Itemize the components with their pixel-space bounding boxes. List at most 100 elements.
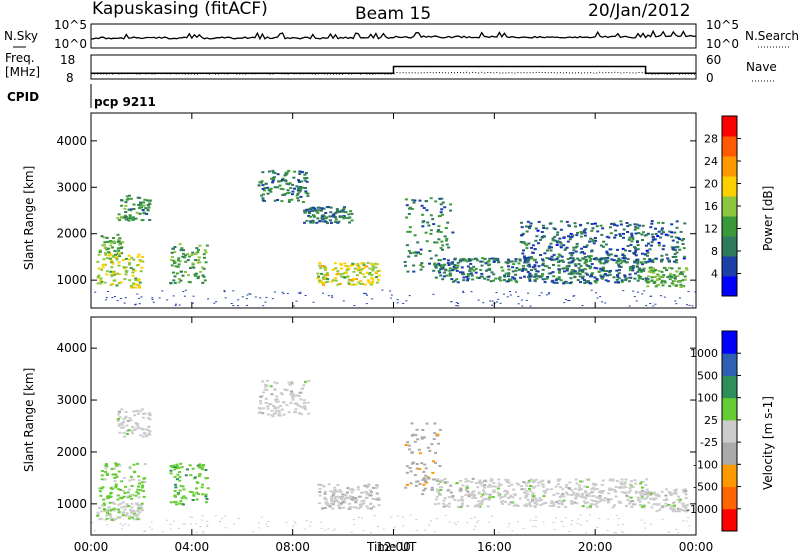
echo-cell bbox=[205, 498, 209, 500]
echo-cell bbox=[359, 283, 363, 285]
echo-cell bbox=[289, 393, 293, 396]
echo-cell bbox=[346, 487, 350, 490]
echo-cell bbox=[150, 521, 153, 523]
echo-cell bbox=[198, 463, 202, 466]
echo-cell bbox=[174, 486, 178, 489]
echo-cell bbox=[614, 234, 618, 237]
echo-cell bbox=[556, 231, 560, 234]
echo-cell bbox=[148, 526, 151, 528]
echo-cell bbox=[136, 279, 140, 282]
echo-cell bbox=[688, 304, 691, 306]
echo-cell bbox=[464, 494, 468, 496]
echo-cell bbox=[446, 221, 450, 224]
echo-cell bbox=[574, 478, 578, 481]
echo-cell bbox=[332, 492, 336, 495]
echo-cell bbox=[562, 525, 565, 527]
echo-cell bbox=[345, 269, 349, 272]
echo-cell bbox=[483, 491, 486, 494]
echo-cell bbox=[130, 502, 134, 505]
echo-cell bbox=[591, 227, 595, 230]
echo-cell bbox=[483, 277, 487, 280]
echo-cell bbox=[497, 298, 500, 300]
echo-cell bbox=[451, 269, 454, 272]
nave-dot bbox=[408, 72, 410, 74]
echo-cell bbox=[433, 262, 437, 265]
echo-cell bbox=[519, 268, 522, 271]
nave-dot bbox=[457, 72, 458, 73]
echo-cell bbox=[617, 500, 621, 503]
echo-cell bbox=[436, 490, 440, 493]
echo-cell bbox=[449, 491, 453, 494]
echo-cell bbox=[439, 231, 443, 233]
echo-cell bbox=[202, 267, 206, 270]
echo-cell bbox=[303, 211, 307, 214]
echo-cell bbox=[374, 262, 377, 265]
echo-cell bbox=[533, 280, 537, 283]
echo-cell bbox=[471, 491, 475, 494]
echo-cell bbox=[269, 187, 273, 190]
echo-cell bbox=[571, 234, 575, 237]
nave-dot bbox=[378, 73, 380, 75]
echo-cell bbox=[116, 247, 120, 250]
echo-cell bbox=[484, 262, 488, 265]
nave-dot bbox=[478, 72, 480, 74]
echo-cell bbox=[547, 266, 551, 269]
echo-cell bbox=[522, 241, 526, 244]
echo-cell bbox=[148, 433, 152, 436]
echo-cell bbox=[531, 266, 535, 269]
echo-cell bbox=[121, 512, 125, 515]
echo-cell bbox=[451, 280, 455, 283]
echo-cell bbox=[541, 259, 545, 262]
echo-cell bbox=[308, 210, 311, 213]
echo-cell bbox=[552, 227, 556, 230]
echo-cell bbox=[288, 199, 292, 202]
echo-cell bbox=[103, 478, 107, 481]
echo-cell bbox=[125, 195, 129, 198]
echo-cell bbox=[679, 286, 683, 288]
echo-cell bbox=[559, 246, 563, 249]
echo-cell bbox=[409, 514, 412, 516]
echo-cell bbox=[535, 235, 539, 238]
echo-cell bbox=[437, 442, 441, 445]
echo-cell bbox=[578, 273, 582, 275]
echo-cell bbox=[584, 280, 588, 283]
echo-cell bbox=[111, 246, 115, 249]
echo-cell bbox=[303, 408, 307, 411]
echo-cell bbox=[635, 223, 639, 226]
echo-cell bbox=[471, 493, 475, 496]
echo-cell bbox=[630, 480, 633, 483]
echo-cell bbox=[415, 428, 419, 431]
echo-cell bbox=[158, 297, 161, 299]
nave-dot bbox=[193, 73, 195, 75]
echo-cell bbox=[626, 231, 630, 233]
echo-cell bbox=[639, 504, 642, 506]
nave-dot bbox=[556, 72, 558, 74]
echo-cell bbox=[620, 486, 623, 489]
echo-cell bbox=[633, 479, 637, 482]
echo-cell bbox=[646, 232, 650, 235]
echo-cell bbox=[370, 491, 373, 494]
echo-cell bbox=[191, 516, 194, 518]
echo-cell bbox=[459, 480, 463, 482]
echo-cell bbox=[515, 281, 519, 284]
echo-cell bbox=[312, 301, 315, 303]
echo-cell bbox=[477, 492, 481, 495]
echo-cell bbox=[201, 266, 204, 269]
echo-cell bbox=[402, 516, 404, 518]
echo-cell bbox=[462, 259, 465, 262]
echo-cell bbox=[500, 495, 504, 498]
echo-cell bbox=[476, 503, 480, 506]
echo-cell bbox=[455, 266, 459, 269]
nave-dot bbox=[499, 72, 501, 74]
echo-cell bbox=[534, 273, 538, 276]
echo-cell bbox=[287, 200, 291, 203]
echo-cell bbox=[405, 244, 409, 247]
echo-cell bbox=[533, 485, 537, 488]
echo-cell bbox=[600, 498, 604, 501]
echo-cell bbox=[467, 495, 471, 498]
echo-cell bbox=[325, 272, 329, 275]
echo-cell bbox=[621, 254, 625, 257]
echo-cell bbox=[649, 260, 653, 263]
echo-cell bbox=[362, 263, 366, 266]
echo-cell bbox=[98, 518, 102, 521]
